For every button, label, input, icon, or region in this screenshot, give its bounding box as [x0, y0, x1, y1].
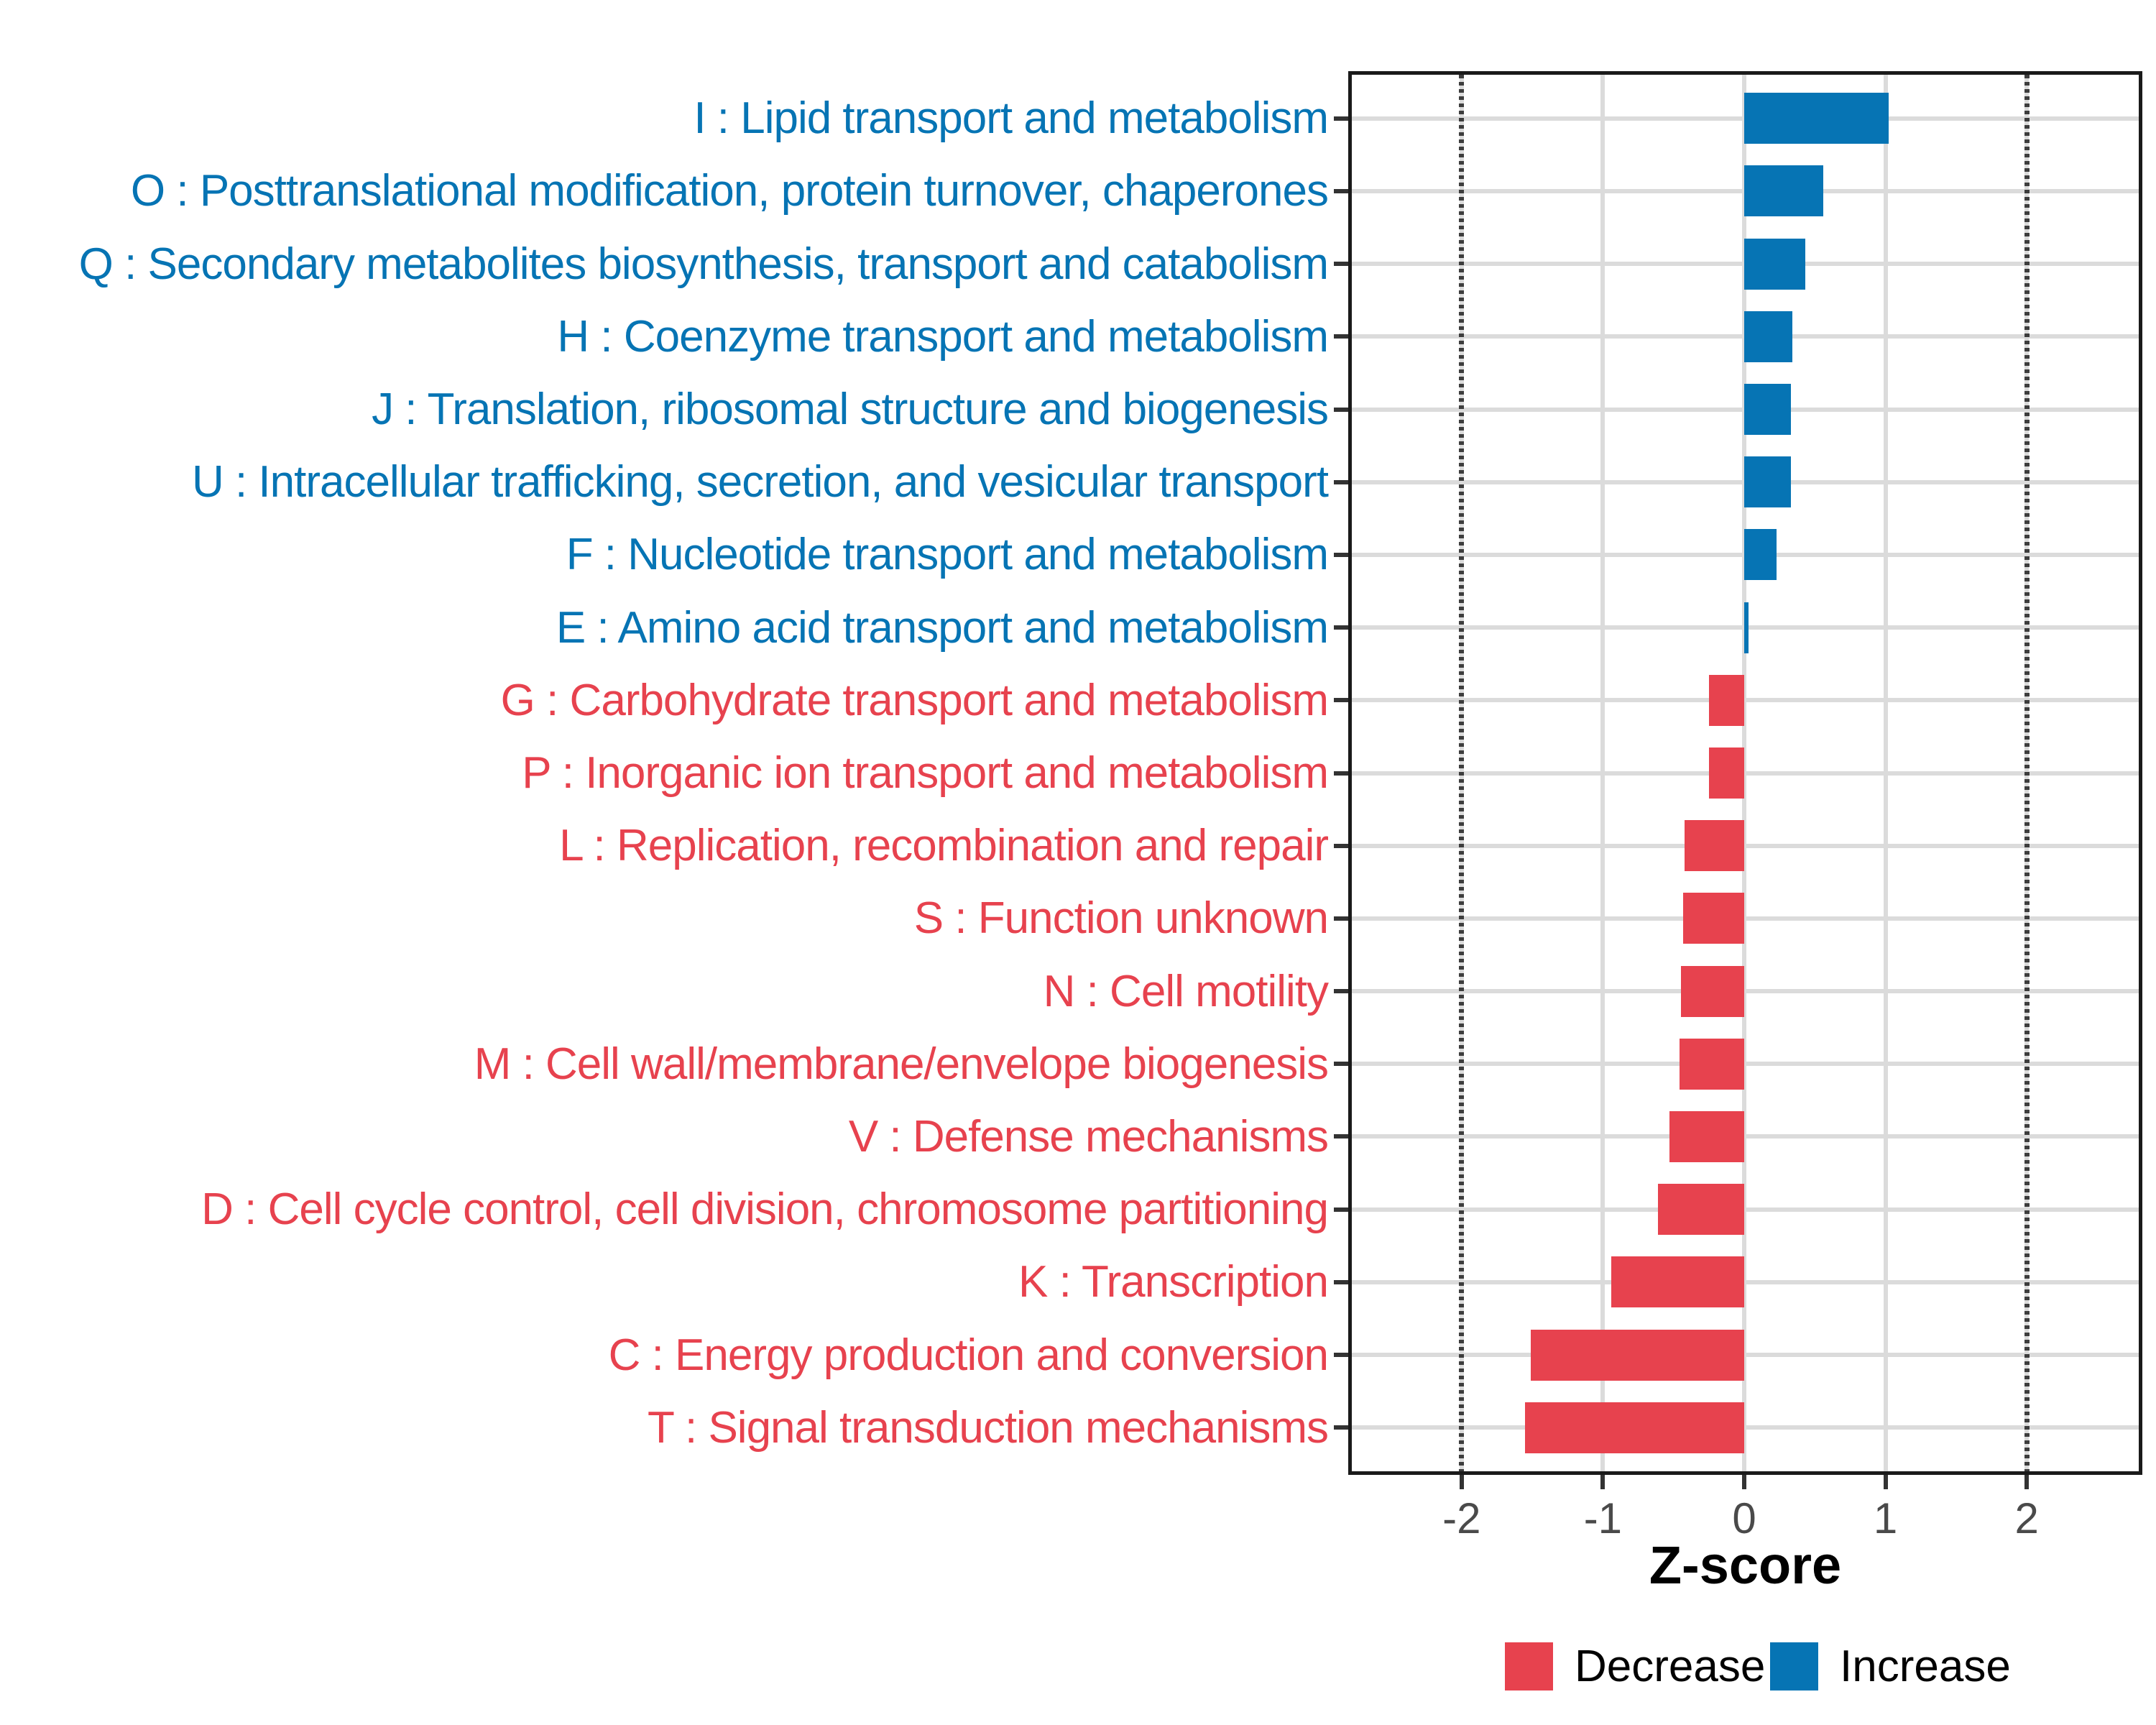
reference-line-dotted [1459, 75, 1465, 1471]
category-label: P : Inorganic ion transport and metaboli… [522, 748, 1329, 798]
y-tick-mark [1334, 989, 1348, 994]
category-label: S : Function unknown [913, 893, 1329, 944]
bar [1744, 93, 1889, 144]
category-label: T : Signal transduction mechanisms [648, 1402, 1329, 1453]
legend-swatch [1770, 1642, 1818, 1690]
bar [1680, 965, 1744, 1017]
x-tick-mark [1742, 1475, 1746, 1489]
bar [1744, 238, 1805, 290]
y-tick-mark [1334, 770, 1348, 776]
bar [1669, 1110, 1744, 1162]
category-label: E : Amino acid transport and metabolism [556, 602, 1329, 653]
y-tick-mark [1334, 1353, 1348, 1358]
category-label: D : Cell cycle control, cell division, c… [201, 1184, 1329, 1235]
x-tick-mark [1459, 1475, 1464, 1489]
category-label: H : Coenzyme transport and metabolism [557, 311, 1329, 362]
category-label: M : Cell wall/membrane/envelope biogenes… [474, 1039, 1329, 1089]
bar [1683, 893, 1744, 944]
horizontal-gridline [1352, 989, 2139, 994]
horizontal-gridline [1352, 1062, 2139, 1067]
x-tick-label: 2 [2014, 1494, 2039, 1542]
legend-item: Increase [1770, 1642, 2011, 1690]
plot-panel [1348, 71, 2142, 1475]
x-tick-mark [2024, 1475, 2030, 1489]
x-tick-label: -2 [1442, 1494, 1481, 1542]
y-tick-mark [1334, 625, 1348, 630]
category-label: U : Intracellular trafficking, secretion… [191, 457, 1329, 507]
bar [1744, 165, 1824, 217]
legend-label: Increase [1840, 1642, 2011, 1691]
horizontal-gridline [1352, 1207, 2139, 1212]
bar [1744, 529, 1777, 581]
legend-label: Decrease [1575, 1642, 1766, 1691]
bar [1685, 820, 1744, 872]
y-tick-mark [1334, 916, 1348, 921]
bar [1531, 1329, 1744, 1381]
category-label: V : Defense mechanisms [848, 1111, 1329, 1162]
category-label: J : Translation, ribosomal structure and… [372, 384, 1329, 434]
x-tick-label: 1 [1873, 1494, 1898, 1542]
bar [1744, 456, 1791, 508]
y-tick-mark [1334, 1425, 1348, 1430]
y-tick-mark [1334, 1207, 1348, 1212]
y-tick-mark [1334, 334, 1348, 339]
category-label: G : Carbohydrate transport and metabolis… [500, 675, 1329, 725]
legend-swatch [1505, 1642, 1553, 1690]
horizontal-gridline [1352, 916, 2139, 921]
horizontal-gridline [1352, 1279, 2139, 1284]
category-label: K : Transcription [1018, 1257, 1329, 1307]
legend-item: Decrease [1505, 1642, 1765, 1690]
category-label: C : Energy production and conversion [608, 1330, 1329, 1380]
y-tick-mark [1334, 407, 1348, 412]
horizontal-gridline [1352, 698, 2139, 703]
category-label: I : Lipid transport and metabolism [694, 93, 1329, 144]
bar [1611, 1256, 1744, 1308]
y-tick-mark [1334, 479, 1348, 484]
x-tick-label: 0 [1732, 1494, 1756, 1542]
x-axis-title: Z-score [1649, 1535, 1842, 1595]
plot-area [1352, 75, 2139, 1471]
y-tick-mark [1334, 188, 1348, 193]
y-tick-mark [1334, 1279, 1348, 1284]
bar [1708, 674, 1744, 726]
horizontal-gridline [1352, 1134, 2139, 1139]
category-label: L : Replication, recombination and repai… [559, 821, 1329, 871]
horizontal-gridline [1352, 1425, 2139, 1430]
y-tick-mark [1334, 552, 1348, 557]
reference-line-dotted [2024, 75, 2030, 1471]
y-tick-mark [1334, 843, 1348, 848]
y-tick-mark [1334, 1062, 1348, 1067]
y-tick-mark [1334, 262, 1348, 267]
horizontal-gridline [1352, 1353, 2139, 1358]
category-label: N : Cell motility [1043, 966, 1329, 1016]
bar [1658, 1184, 1744, 1236]
y-tick-mark [1334, 1134, 1348, 1139]
x-tick-label: -1 [1583, 1494, 1623, 1542]
bar [1744, 384, 1791, 435]
horizontal-gridline [1352, 843, 2139, 848]
x-tick-mark [1883, 1475, 1888, 1489]
y-tick-mark [1334, 116, 1348, 121]
x-tick-mark [1600, 1475, 1606, 1489]
bar [1744, 310, 1792, 362]
y-tick-mark [1334, 698, 1348, 703]
bar [1525, 1402, 1744, 1453]
category-label: O : Posttranslational modification, prot… [130, 166, 1329, 216]
bar [1679, 1038, 1744, 1090]
bar [1708, 748, 1744, 799]
horizontal-gridline [1352, 770, 2139, 776]
category-label: Q : Secondary metabolites biosynthesis, … [78, 239, 1329, 289]
bar [1744, 602, 1749, 653]
category-label: F : Nucleotide transport and metabolism [566, 530, 1329, 580]
